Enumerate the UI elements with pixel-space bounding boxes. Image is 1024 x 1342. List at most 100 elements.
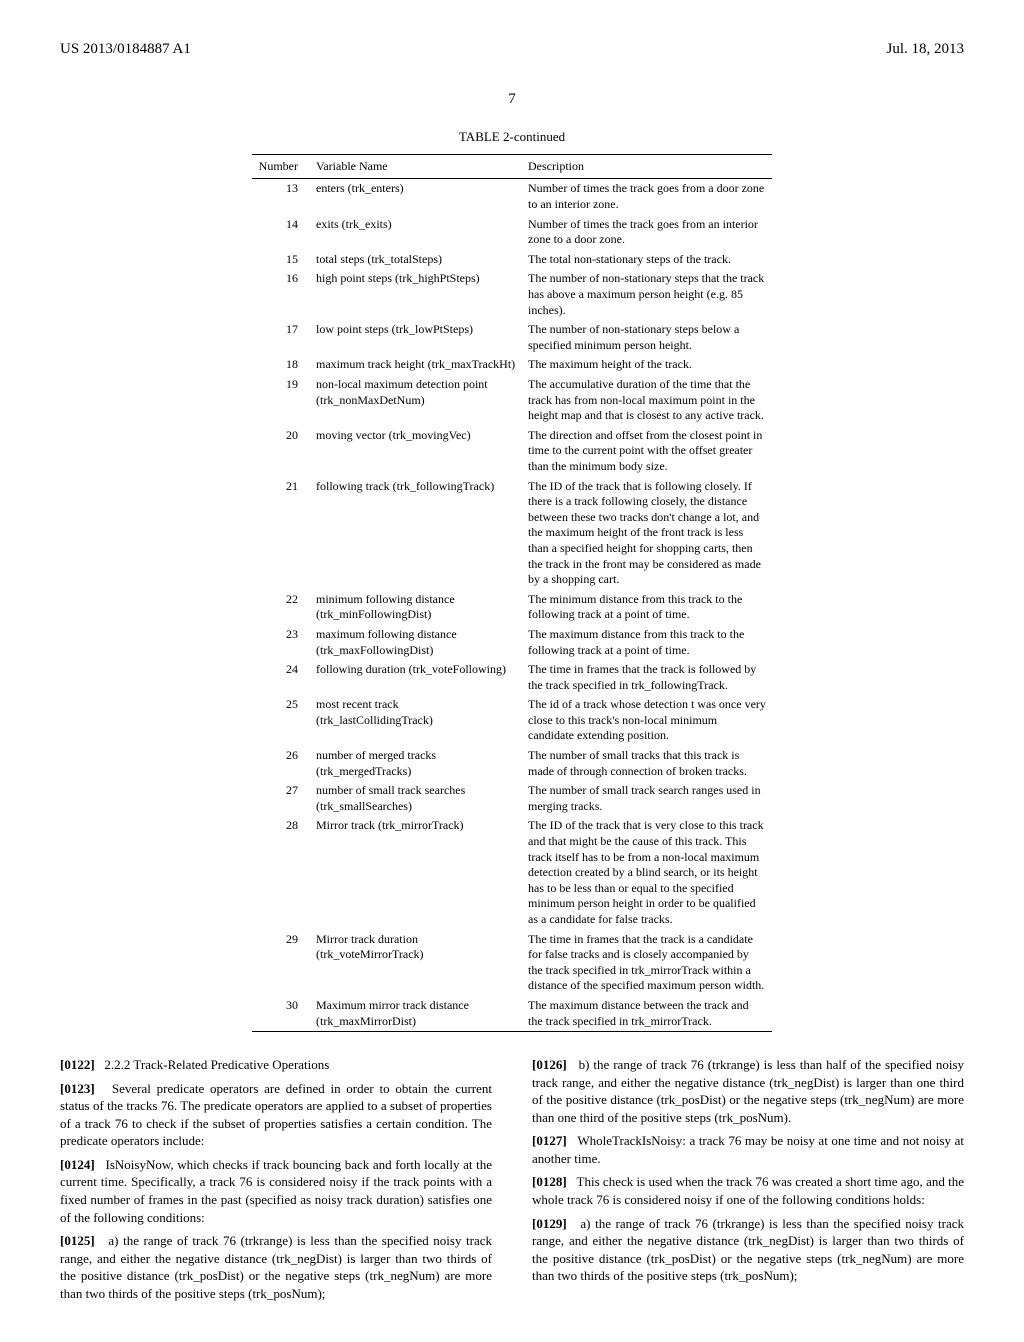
cell-description: The time in frames that the track is fol…	[522, 660, 772, 695]
para-0122: [0122] 2.2.2 Track-Related Predicative O…	[60, 1056, 492, 1074]
para-ref: [0126]	[532, 1057, 567, 1072]
cell-variable: maximum track height (trk_maxTrackHt)	[310, 355, 522, 375]
cell-number: 20	[252, 426, 310, 477]
body-columns: [0122] 2.2.2 Track-Related Predicative O…	[60, 1056, 964, 1302]
cell-variable: enters (trk_enters)	[310, 179, 522, 215]
cell-number: 16	[252, 269, 310, 320]
page-number: 7	[60, 90, 964, 110]
col-description: Description	[522, 154, 772, 179]
cell-description: The id of a track whose detection t was …	[522, 695, 772, 746]
para-ref: [0125]	[60, 1233, 95, 1248]
para-ref: [0129]	[532, 1216, 567, 1231]
para-0129: [0129] a) the range of track 76 (trkrang…	[532, 1215, 964, 1285]
table-row: 23maximum following distance (trk_maxFol…	[252, 625, 772, 660]
para-ref: [0122]	[60, 1057, 95, 1072]
para-0128: [0128] This check is used when the track…	[532, 1173, 964, 1208]
cell-number: 30	[252, 996, 310, 1032]
table-caption: TABLE 2-continued	[60, 129, 964, 146]
cell-variable: number of merged tracks (trk_mergedTrack…	[310, 746, 522, 781]
cell-number: 28	[252, 816, 310, 929]
para-text: WholeTrackIsNoisy: a track 76 may be noi…	[532, 1133, 964, 1166]
cell-number: 22	[252, 590, 310, 625]
cell-variable: moving vector (trk_movingVec)	[310, 426, 522, 477]
para-0123: [0123] Several predicate operators are d…	[60, 1080, 492, 1150]
cell-description: Number of times the track goes from an i…	[522, 215, 772, 250]
cell-number: 18	[252, 355, 310, 375]
table-row: 15total steps (trk_totalSteps)The total …	[252, 250, 772, 270]
cell-description: Number of times the track goes from a do…	[522, 179, 772, 215]
cell-description: The number of small tracks that this tra…	[522, 746, 772, 781]
cell-description: The ID of the track that is following cl…	[522, 477, 772, 590]
para-text: IsNoisyNow, which checks if track bounci…	[60, 1157, 492, 1225]
table-row: 28Mirror track (trk_mirrorTrack)The ID o…	[252, 816, 772, 929]
para-0127: [0127] WholeTrackIsNoisy: a track 76 may…	[532, 1132, 964, 1167]
para-0125: [0125] a) the range of track 76 (trkrang…	[60, 1232, 492, 1302]
cell-number: 15	[252, 250, 310, 270]
cell-variable: high point steps (trk_highPtSteps)	[310, 269, 522, 320]
table-row: 29Mirror track duration (trk_voteMirrorT…	[252, 930, 772, 996]
table-row: 17low point steps (trk_lowPtSteps)The nu…	[252, 320, 772, 355]
cell-variable: Mirror track (trk_mirrorTrack)	[310, 816, 522, 929]
cell-number: 17	[252, 320, 310, 355]
table-row: 13enters (trk_enters)Number of times the…	[252, 179, 772, 215]
cell-description: The number of non-stationary steps that …	[522, 269, 772, 320]
cell-variable: total steps (trk_totalSteps)	[310, 250, 522, 270]
cell-variable: following track (trk_followingTrack)	[310, 477, 522, 590]
cell-variable: Maximum mirror track distance (trk_maxMi…	[310, 996, 522, 1032]
cell-variable: following duration (trk_voteFollowing)	[310, 660, 522, 695]
cell-number: 21	[252, 477, 310, 590]
cell-number: 25	[252, 695, 310, 746]
cell-number: 23	[252, 625, 310, 660]
table-row: 26number of merged tracks (trk_mergedTra…	[252, 746, 772, 781]
table-row: 27number of small track searches (trk_sm…	[252, 781, 772, 816]
page-header: US 2013/0184887 A1 Jul. 18, 2013	[60, 40, 964, 60]
para-ref: [0123]	[60, 1081, 95, 1096]
para-text: a) the range of track 76 (trkrange) is l…	[532, 1216, 964, 1284]
para-ref: [0124]	[60, 1157, 95, 1172]
cell-variable: Mirror track duration (trk_voteMirrorTra…	[310, 930, 522, 996]
cell-variable: non-local maximum detection point (trk_n…	[310, 375, 522, 426]
cell-variable: most recent track (trk_lastCollidingTrac…	[310, 695, 522, 746]
table-row: 30Maximum mirror track distance (trk_max…	[252, 996, 772, 1032]
table-row: 16high point steps (trk_highPtSteps)The …	[252, 269, 772, 320]
table-row: 19non-local maximum detection point (trk…	[252, 375, 772, 426]
cell-description: The ID of the track that is very close t…	[522, 816, 772, 929]
cell-description: The number of non-stationary steps below…	[522, 320, 772, 355]
cell-number: 29	[252, 930, 310, 996]
table-row: 14exits (trk_exits)Number of times the t…	[252, 215, 772, 250]
cell-variable: number of small track searches (trk_smal…	[310, 781, 522, 816]
para-ref: [0128]	[532, 1174, 567, 1189]
cell-number: 14	[252, 215, 310, 250]
cell-variable: minimum following distance (trk_minFollo…	[310, 590, 522, 625]
table-row: 24following duration (trk_voteFollowing)…	[252, 660, 772, 695]
cell-description: The maximum distance between the track a…	[522, 996, 772, 1032]
cell-description: The accumulative duration of the time th…	[522, 375, 772, 426]
cell-number: 24	[252, 660, 310, 695]
table-row: 21following track (trk_followingTrack)Th…	[252, 477, 772, 590]
cell-number: 26	[252, 746, 310, 781]
variables-table: Number Variable Name Description 13enter…	[252, 154, 772, 1032]
table-row: 18maximum track height (trk_maxTrackHt)T…	[252, 355, 772, 375]
para-text: Several predicate operators are defined …	[60, 1081, 492, 1149]
para-text: a) the range of track 76 (trkrange) is l…	[60, 1233, 492, 1301]
para-0124: [0124] IsNoisyNow, which checks if track…	[60, 1156, 492, 1226]
para-text: This check is used when the track 76 was…	[532, 1174, 964, 1207]
doc-date: Jul. 18, 2013	[886, 40, 964, 60]
cell-variable: exits (trk_exits)	[310, 215, 522, 250]
cell-description: The number of small track search ranges …	[522, 781, 772, 816]
cell-description: The total non-stationary steps of the tr…	[522, 250, 772, 270]
cell-description: The direction and offset from the closes…	[522, 426, 772, 477]
cell-number: 13	[252, 179, 310, 215]
cell-variable: maximum following distance (trk_maxFollo…	[310, 625, 522, 660]
table-row: 20moving vector (trk_movingVec)The direc…	[252, 426, 772, 477]
cell-number: 19	[252, 375, 310, 426]
cell-description: The maximum distance from this track to …	[522, 625, 772, 660]
cell-description: The time in frames that the track is a c…	[522, 930, 772, 996]
doc-id: US 2013/0184887 A1	[60, 40, 191, 60]
col-variable: Variable Name	[310, 154, 522, 179]
cell-variable: low point steps (trk_lowPtSteps)	[310, 320, 522, 355]
col-number: Number	[252, 154, 310, 179]
para-text: b) the range of track 76 (trkrange) is l…	[532, 1057, 964, 1125]
cell-description: The minimum distance from this track to …	[522, 590, 772, 625]
table-row: 25most recent track (trk_lastCollidingTr…	[252, 695, 772, 746]
